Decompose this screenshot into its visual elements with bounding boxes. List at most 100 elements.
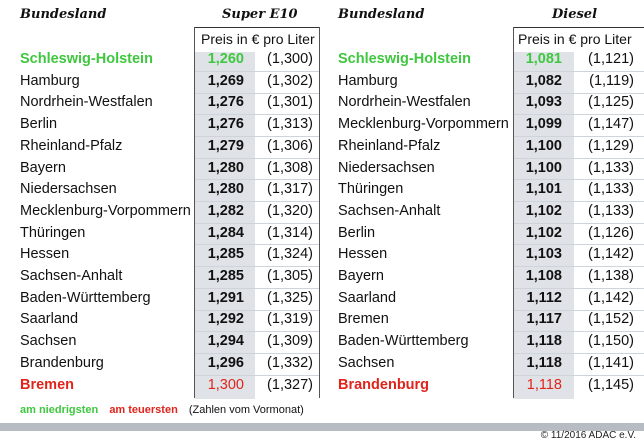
current-price: 1,284 — [207, 224, 244, 241]
table-row: Rheinland-Pfalz 1,279 (1,306) — [0, 137, 320, 157]
row-separator — [514, 92, 644, 94]
bundesland-name: Berlin — [338, 224, 376, 241]
previous-month-price: (1,147) — [588, 116, 634, 133]
previous-month-price: (1,317) — [267, 181, 313, 198]
previous-month-price: (1,301) — [267, 94, 313, 111]
table-row: Hessen 1,103 (1,142) — [338, 245, 644, 265]
row-separator — [195, 352, 319, 354]
current-price: 1,279 — [207, 137, 244, 154]
current-price: 1,117 — [526, 311, 563, 328]
legend: am niedrigsten am teuersten (Zahlen vom … — [20, 404, 312, 416]
table-row: Mecklenburg-Vorpommern 1,282 (1,320) — [0, 202, 320, 222]
copyright: © 11/2016 ADAC e.V. — [540, 430, 636, 441]
bundesland-name: Bayern — [338, 268, 384, 284]
bundesland-name: Hamburg — [20, 72, 80, 89]
current-price: 1,102 — [525, 224, 562, 241]
table-row: Berlin 1,102 (1,126) — [338, 224, 644, 244]
bundesland-name: Baden-Württemberg — [20, 289, 151, 306]
table-row: Hamburg 1,269 (1,302) — [0, 72, 320, 92]
bundesland-name: Sachsen-Anhalt — [20, 268, 123, 284]
bundesland-name: Brandenburg — [338, 376, 430, 393]
bundesland-name: Rheinland-Pfalz — [338, 137, 441, 154]
legend-high: am teuersten — [109, 404, 178, 416]
table-row: Nordrhein-Westfalen 1,093 (1,125) — [338, 93, 644, 113]
previous-month-price: (1,133) — [588, 159, 634, 176]
current-price: 1,294 — [207, 333, 244, 350]
previous-month-price: (1,314) — [267, 224, 313, 241]
previous-month-price: (1,142) — [588, 246, 634, 263]
previous-month-price: (1,308) — [267, 159, 313, 176]
table-row: Hamburg 1,082 (1,119) — [338, 72, 644, 92]
row-separator — [514, 201, 644, 202]
table-row: Hessen 1,285 (1,324) — [0, 245, 320, 265]
bundesland-name: Bremen — [20, 376, 74, 393]
header-divider — [194, 27, 320, 28]
current-price: 1,100 — [525, 159, 562, 176]
table-row: Bayern 1,108 (1,138) — [338, 267, 644, 287]
previous-month-price: (1,138) — [588, 268, 634, 284]
row-separator — [195, 157, 319, 159]
previous-month-price: (1,320) — [267, 202, 313, 219]
price-unit-label: Preis in € pro Liter — [201, 31, 315, 47]
previous-month-price: (1,141) — [588, 354, 634, 371]
legend-note: (Zahlen vom Vormonat) — [188, 404, 304, 416]
row-separator — [514, 244, 644, 246]
divider-left — [194, 27, 195, 398]
legend-low: am niedrigsten — [20, 404, 99, 416]
row-separator — [195, 135, 319, 137]
bundesland-name: Schleswig-Holstein — [20, 51, 153, 67]
current-price: 1,260 — [207, 51, 244, 67]
previous-month-price: (1,324) — [267, 246, 313, 263]
previous-month-price: (1,145) — [588, 376, 634, 393]
bundesland-name: Nordrhein-Westfalen — [338, 94, 471, 111]
row-separator — [195, 266, 319, 268]
current-price: 1,099 — [525, 116, 562, 133]
table-row: Sachsen 1,294 (1,309) — [0, 332, 320, 352]
table-row: Sachsen-Anhalt 1,285 (1,305) — [0, 267, 320, 287]
table-row: Schleswig-Holstein 1,081 (1,121) — [338, 50, 644, 70]
current-price: 1,280 — [207, 181, 244, 198]
table-row: Thüringen 1,101 (1,133) — [338, 180, 644, 200]
bundesland-name: Baden-Württemberg — [338, 333, 469, 350]
row-separator — [514, 222, 644, 224]
previous-month-price: (1,309) — [267, 333, 313, 350]
previous-month-price: (1,319) — [267, 311, 313, 328]
current-price: 1,296 — [207, 354, 244, 371]
current-price: 1,103 — [525, 246, 562, 263]
table-row: Brandenburg 1,118 (1,145) — [338, 376, 644, 396]
column-header-bundesland: Bundesland — [20, 7, 107, 22]
table-row: Sachsen-Anhalt 1,102 (1,133) — [338, 202, 644, 222]
previous-month-price: (1,133) — [588, 202, 634, 219]
current-price: 1,118 — [526, 376, 562, 393]
previous-month-price: (1,126) — [588, 224, 634, 241]
column-header-bundesland: Bundesland — [338, 7, 425, 22]
previous-month-price: (1,152) — [588, 311, 634, 328]
bundesland-name: Hessen — [20, 246, 70, 263]
bundesland-name: Hamburg — [338, 72, 398, 89]
table-row: Saarland 1,112 (1,142) — [338, 289, 644, 309]
row-separator — [514, 135, 644, 137]
bundesland-name: Sachsen — [20, 333, 77, 350]
table-row: Rheinland-Pfalz 1,100 (1,129) — [338, 137, 644, 157]
bundesland-name: Sachsen — [338, 354, 395, 371]
bundesland-name: Saarland — [338, 289, 397, 306]
previous-month-price: (1,332) — [267, 354, 313, 371]
current-price: 1,292 — [207, 311, 244, 328]
previous-month-price: (1,125) — [588, 94, 634, 111]
previous-month-price: (1,150) — [588, 333, 634, 350]
row-separator — [195, 70, 319, 72]
table-row: Mecklenburg-Vorpommern 1,099 (1,147) — [338, 115, 644, 135]
bundesland-name: Mecklenburg-Vorpommern — [338, 116, 509, 133]
current-price: 1,276 — [207, 116, 244, 133]
table-row: Schleswig-Holstein 1,260 (1,300) — [0, 50, 320, 70]
table-row: Brandenburg 1,296 (1,332) — [0, 354, 320, 374]
current-price: 1,100 — [525, 137, 562, 154]
price-column-shade — [195, 52, 255, 399]
bundesland-name: Niedersachsen — [338, 159, 435, 176]
current-price: 1,082 — [525, 72, 562, 89]
table-row: Baden-Württemberg 1,291 (1,325) — [0, 289, 320, 309]
bundesland-name: Rheinland-Pfalz — [20, 137, 123, 154]
current-price: 1,291 — [207, 289, 244, 306]
bundesland-name: Berlin — [20, 116, 58, 133]
previous-month-price: (1,129) — [588, 137, 634, 154]
